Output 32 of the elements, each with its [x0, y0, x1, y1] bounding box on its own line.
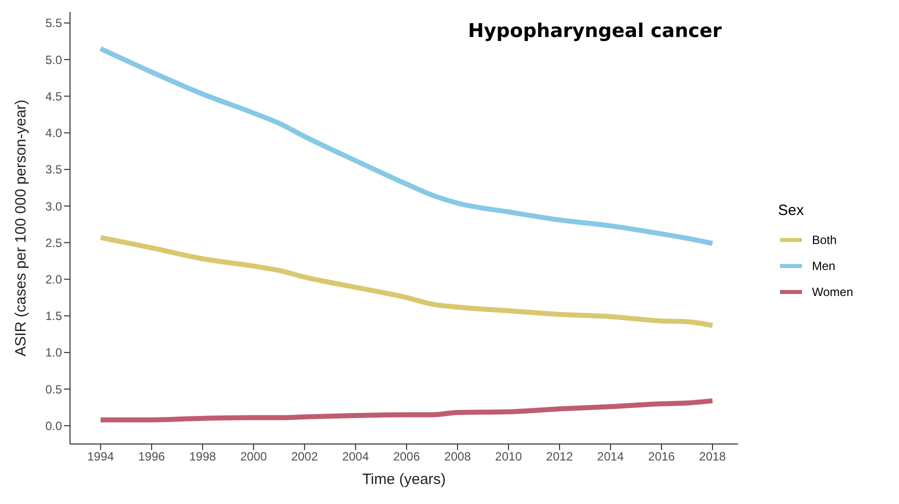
x-tick-label: 2008	[444, 450, 472, 464]
legend-title: Sex	[778, 202, 805, 218]
x-tick-label: 2018	[699, 450, 726, 464]
y-tick-label: 5.5	[45, 16, 62, 30]
x-tick-label: 1996	[138, 450, 166, 464]
x-tick-label: 2004	[342, 450, 370, 464]
x-tick-label: 2012	[546, 450, 574, 464]
y-tick-label: 0.0	[45, 418, 62, 433]
y-tick-label: 2.5	[45, 236, 62, 250]
x-tick-label: 1998	[189, 450, 216, 464]
y-tick-label: 1.5	[45, 309, 62, 324]
x-axis-title: Time (years)	[362, 471, 446, 488]
y-tick-label: 2.0	[45, 272, 62, 287]
y-tick-label: 3.5	[45, 162, 62, 177]
chart-title: Hypopharyngeal cancer	[468, 20, 722, 42]
y-tick-label: 0.5	[45, 382, 62, 396]
x-tick-label: 2010	[495, 450, 522, 464]
x-tick-label: 2016	[648, 450, 676, 464]
legend-label: Men	[812, 258, 836, 272]
legend-label: Women	[812, 284, 854, 298]
x-tick-label: 2006	[393, 450, 420, 464]
y-tick-label: 1.0	[45, 346, 62, 360]
y-tick-label: 4.5	[45, 89, 62, 104]
x-tick-label: 2014	[597, 450, 624, 464]
x-tick-label: 2002	[291, 450, 318, 464]
y-tick-label: 3.0	[45, 199, 62, 214]
legend-label: Both	[812, 232, 837, 246]
x-tick-label: 1994	[87, 450, 114, 464]
y-tick-label: 5.0	[45, 52, 62, 67]
y-tick-label: 4.0	[45, 126, 62, 140]
x-tick-label: 2000	[240, 450, 268, 464]
y-axis-title: ASIR (cases per 100 000 person-year)	[12, 100, 30, 356]
